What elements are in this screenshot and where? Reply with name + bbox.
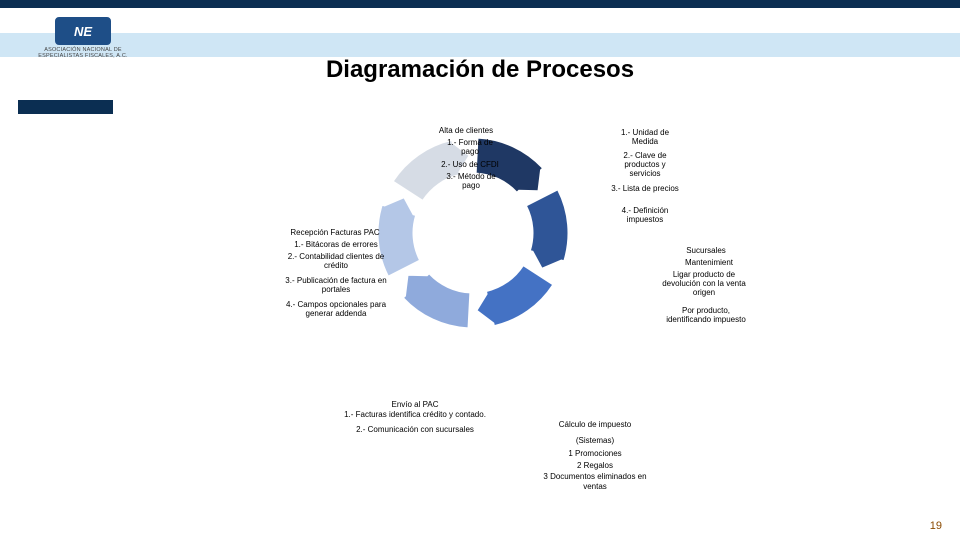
envio-item-2: 2.- Comunicación con sucursales — [320, 425, 510, 435]
calculo-item-3: 3 Documentos eliminados en ventas — [540, 472, 650, 491]
sucursales-item-2: Ligar producto de devolución con la vent… — [654, 270, 754, 298]
catalogo-item-2: 2.- Clave de productos y servicios — [610, 151, 680, 179]
envio-block: Envío al PAC 1.- Facturas identifica cré… — [320, 400, 510, 435]
calculo-sub: (Sistemas) — [540, 436, 650, 446]
logo-mark: NE — [55, 17, 111, 45]
calculo-item-1: 1 Promociones — [540, 449, 650, 459]
calculo-block: Cálculo de impuesto (Sistemas) 1 Promoci… — [540, 420, 650, 492]
calculo-item-2: 2 Regalos — [540, 461, 650, 471]
envio-heading: Envío al PAC — [320, 400, 510, 410]
diagram-labels: 1.- Unidad de Medida 2.- Clave de produc… — [290, 108, 710, 428]
recepcion-item-3: 3.- Publicación de factura en portales — [276, 276, 396, 294]
catalogo-item-4: 4.- Definición impuestos — [610, 206, 680, 224]
catalogo-item-1: 1.- Unidad de Medida — [610, 128, 680, 146]
calculo-heading: Cálculo de impuesto — [540, 420, 650, 430]
recepcion-item-1: 1.- Bitácoras de errores — [276, 240, 396, 249]
recepcion-item-2: 2.- Contabilidad clientes de crédito — [276, 252, 396, 270]
sucursales-heading: Sucursales — [666, 246, 746, 255]
accent-block — [18, 100, 113, 114]
recepcion-item-4: 4.- Campos opcionales para generar adden… — [276, 300, 396, 318]
page-title: Diagramación de Procesos — [0, 56, 960, 84]
alta-item-2: 2.- Uso de CFDI — [430, 160, 510, 169]
page-number: 19 — [930, 520, 942, 532]
envio-item-1: 1.- Facturas identifica crédito y contad… — [320, 410, 510, 420]
header-bar-top — [0, 0, 960, 8]
alta-heading: Alta de clientes — [426, 126, 506, 135]
recepcion-heading: Recepción Facturas PAC — [270, 228, 400, 237]
sucursales-item-1: Mantenimient — [668, 258, 750, 267]
alta-item-3: 3.- Método de pago — [438, 172, 504, 190]
catalogo-item-3: 3.- Lista de precios — [610, 184, 680, 193]
sucursales-item-3: Por producto, identificando impuesto — [666, 306, 746, 324]
alta-item-1: 1.- Forma de pago — [440, 138, 500, 156]
